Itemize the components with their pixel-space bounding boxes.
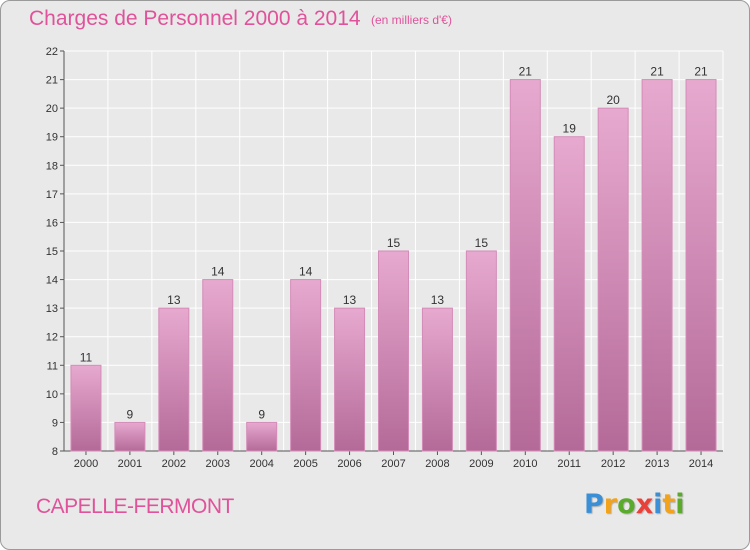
- x-tick-label: 2004: [249, 458, 273, 470]
- x-tick-label: 2005: [293, 458, 317, 470]
- bar-2005: [290, 279, 322, 452]
- y-tick-labels: 8 9 10 11 12 13 14 15 16 17 18 19 20 21 22: [46, 46, 58, 458]
- x-tick-label: 2009: [469, 458, 493, 470]
- y-tick-label: 20: [46, 103, 58, 115]
- y-tick-label: 17: [46, 189, 58, 201]
- bar-2003: [202, 279, 234, 452]
- y-tick-label: 15: [46, 246, 58, 258]
- brand-logo[interactable]: Proxiti: [584, 489, 685, 520]
- y-tick-label: 21: [46, 75, 58, 87]
- data-label: 11: [80, 350, 93, 364]
- x-tick-label: 2000: [74, 458, 98, 470]
- data-label: 21: [694, 65, 708, 79]
- x-tick-label: 2006: [337, 458, 361, 470]
- commune-name: CAPELLE-FERMONT: [36, 495, 234, 518]
- bar-2002: [158, 307, 190, 452]
- brand-letter: o: [617, 489, 636, 520]
- bar-2004: [246, 421, 278, 452]
- data-label: 9: [127, 407, 134, 421]
- y-tick-label: 16: [46, 217, 58, 229]
- bar-2007: [378, 250, 409, 452]
- brand-letter: i: [675, 489, 685, 520]
- data-labels: 11 9 13 14 9 14 13 15 13 15 21 19 20 21 21: [80, 65, 708, 422]
- data-label: 13: [167, 293, 181, 307]
- y-tick-label: 10: [46, 389, 58, 401]
- y-tick-label: 8: [52, 446, 58, 458]
- x-tick-label: 2010: [513, 458, 537, 470]
- x-tick-label: 2001: [118, 458, 142, 470]
- x-tick-label: 2007: [381, 458, 405, 470]
- bar-2008: [421, 307, 453, 452]
- bar-2013: [641, 79, 673, 452]
- x-tick-label: 2002: [162, 458, 186, 470]
- data-label: 15: [387, 236, 401, 250]
- x-tick-label: 2003: [206, 458, 230, 470]
- data-label: 21: [519, 65, 533, 79]
- y-tick-label: 12: [46, 332, 58, 344]
- y-tick-label: 14: [46, 275, 58, 287]
- y-tick-label: 22: [46, 46, 58, 58]
- x-tick-label: 2014: [689, 458, 713, 470]
- bar-2010: [509, 79, 541, 452]
- chart-subtitle: (en milliers d'€): [371, 13, 452, 27]
- data-label: 14: [299, 265, 313, 279]
- y-tick-label: 13: [46, 303, 58, 315]
- x-tick-label: 2011: [557, 458, 581, 470]
- brand-letter: x: [635, 489, 654, 520]
- bar-2009: [465, 250, 497, 452]
- brand-letter: i: [653, 489, 663, 520]
- y-tick-label: 18: [46, 160, 58, 172]
- data-label: 19: [563, 122, 577, 136]
- bar-2014: [685, 79, 717, 452]
- brand-letter: t: [662, 489, 676, 520]
- data-label: 13: [431, 293, 445, 307]
- data-label: 15: [475, 236, 489, 250]
- brand-letter: r: [603, 489, 618, 520]
- x-tick-label: 2013: [645, 458, 669, 470]
- data-label: 14: [211, 265, 225, 279]
- x-tick-label: 2008: [425, 458, 449, 470]
- data-label: 9: [258, 407, 265, 421]
- bar-2000: [70, 364, 102, 452]
- bar-2001: [114, 421, 146, 452]
- bar-2012: [597, 107, 629, 452]
- data-label: 20: [606, 93, 620, 107]
- y-tick-label: 11: [47, 360, 58, 372]
- chart-title: Charges de Personnel 2000 à 2014: [29, 7, 361, 30]
- x-tick-label: 2012: [601, 458, 625, 470]
- bar-2011: [553, 136, 585, 452]
- x-tick-labels: 2000 2001 2002 2003 2004 2005 2006 2007 2008 2009…: [74, 458, 714, 470]
- brand-letter: P: [584, 489, 604, 520]
- data-label: 21: [650, 65, 664, 79]
- data-label: 13: [343, 293, 357, 307]
- bar-2006: [334, 307, 366, 452]
- bars: [70, 79, 717, 452]
- y-tick-label: 19: [46, 132, 58, 144]
- y-tick-label: 9: [52, 417, 58, 429]
